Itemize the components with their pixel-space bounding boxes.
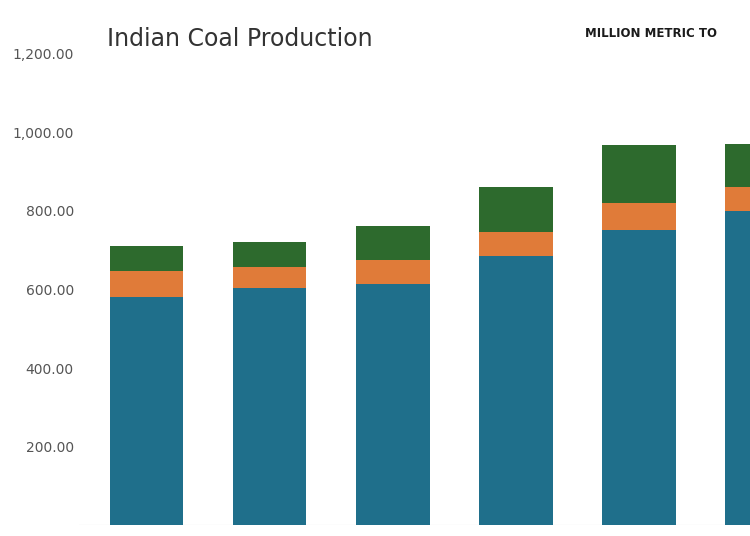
Bar [478, 187, 553, 233]
Bar [602, 230, 676, 525]
Bar [232, 267, 307, 288]
Bar [725, 144, 750, 187]
Bar [478, 233, 553, 256]
Bar [725, 187, 750, 211]
Text: Indian Coal Production: Indian Coal Production [107, 27, 373, 51]
Bar [356, 226, 430, 260]
Bar [232, 288, 307, 525]
Bar [356, 260, 430, 284]
Bar [110, 297, 183, 525]
Bar [110, 271, 183, 297]
Bar [602, 145, 676, 203]
Text: MILLION METRIC TO: MILLION METRIC TO [585, 27, 717, 40]
Bar [110, 246, 183, 271]
Bar [478, 256, 553, 525]
Bar [356, 284, 430, 525]
Bar [232, 242, 307, 267]
Bar [602, 203, 676, 230]
Bar [725, 211, 750, 525]
